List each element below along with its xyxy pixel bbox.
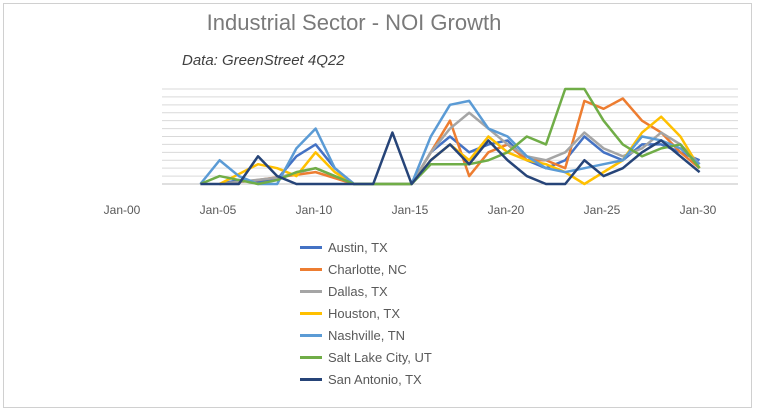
chart-title: Industrial Sector - NOI Growth xyxy=(206,10,502,35)
legend-swatch xyxy=(300,333,322,337)
legend-item: Charlotte, NC xyxy=(300,258,432,280)
legend-swatch xyxy=(300,267,322,271)
x-tick-label: Jan-10 xyxy=(296,203,333,217)
legend-label: Austin, TX xyxy=(328,239,388,255)
legend-swatch xyxy=(300,289,322,293)
legend-swatch xyxy=(300,311,322,315)
legend-label: Salt Lake City, UT xyxy=(328,349,432,365)
x-tick-label: Jan-00 xyxy=(104,203,141,217)
series-line-1 xyxy=(219,97,701,186)
legend-item: San Antonio, TX xyxy=(300,368,432,390)
legend-label: Dallas, TX xyxy=(328,283,388,299)
legend-swatch xyxy=(300,377,322,381)
legend-swatch xyxy=(300,355,322,359)
legend-swatch xyxy=(300,245,322,249)
x-tick-label: Jan-25 xyxy=(584,203,621,217)
chart-legend: Austin, TX Charlotte, NC Dallas, TX Houston… xyxy=(300,236,432,390)
series-line-0 xyxy=(219,135,701,186)
legend-item: Salt Lake City, UT xyxy=(300,346,432,368)
legend-label: Charlotte, NC xyxy=(328,261,407,277)
legend-item: Austin, TX xyxy=(300,236,432,258)
legend-item: Nashville, TN xyxy=(300,324,432,346)
x-tick-label: Jan-15 xyxy=(392,203,429,217)
x-tick-label: Jan-05 xyxy=(200,203,237,217)
x-tick-label: Jan-20 xyxy=(488,203,525,217)
legend-item: Houston, TX xyxy=(300,302,432,324)
legend-label: Houston, TX xyxy=(328,305,401,321)
x-tick-label: Jan-30 xyxy=(680,203,717,217)
chart-frame: Industrial Sector - NOI Growth Data: Gre… xyxy=(3,3,752,408)
legend-label: San Antonio, TX xyxy=(328,371,422,387)
series-line-4 xyxy=(199,99,701,186)
legend-item: Dallas, TX xyxy=(300,280,432,302)
legend-label: Nashville, TN xyxy=(328,327,406,343)
series-line-6 xyxy=(200,131,701,186)
chart-subtitle: Data: GreenStreet 4Q22 xyxy=(182,52,345,69)
